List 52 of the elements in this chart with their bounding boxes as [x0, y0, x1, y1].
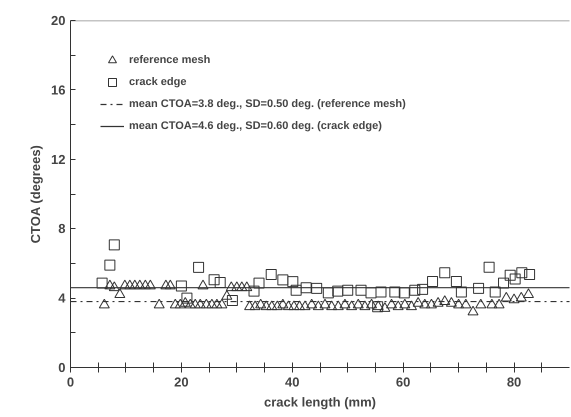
y-tick-label: 12 [51, 152, 66, 167]
y-tick-label: 20 [51, 13, 66, 28]
point [248, 286, 260, 297]
point [266, 269, 277, 280]
legend-label: crack edge [129, 75, 186, 89]
point [108, 239, 120, 250]
point [484, 262, 495, 273]
legend-label: mean CTOA=3.8 deg., SD=0.50 deg. (reference mesh) [129, 97, 406, 111]
point [456, 286, 467, 298]
point [498, 278, 510, 289]
point [277, 274, 288, 286]
y-tick-label: 8 [58, 221, 66, 236]
point [524, 269, 536, 280]
point [504, 270, 516, 281]
point [490, 286, 501, 298]
x-tick-label: 40 [285, 374, 300, 390]
x-tick-label: 20 [174, 374, 189, 390]
point [193, 262, 204, 273]
y-tick-label: 0 [58, 360, 66, 375]
point [510, 274, 521, 285]
point [96, 278, 108, 289]
point [439, 267, 450, 278]
point [473, 282, 484, 294]
legend-label: reference mesh [129, 53, 210, 67]
point [104, 260, 116, 271]
point [208, 274, 220, 286]
point [450, 276, 462, 287]
point [516, 267, 528, 278]
point [287, 276, 298, 288]
y-tick-label: 4 [58, 290, 66, 306]
x-tick-label: 80 [506, 374, 522, 390]
point [322, 287, 334, 298]
point [417, 284, 428, 295]
point [311, 282, 322, 294]
point [398, 287, 410, 298]
point [214, 276, 226, 288]
point [356, 284, 367, 296]
point [176, 280, 187, 292]
x-tick-label: 60 [396, 374, 410, 390]
point [300, 282, 312, 294]
point [254, 278, 265, 289]
point [332, 286, 344, 297]
point [389, 286, 400, 298]
point [427, 276, 438, 287]
y-axis-title: CTOA (degrees) [28, 145, 44, 244]
legend-label: mean CTOA=4.6 deg., SD=0.60 deg. (crack edge) [129, 119, 382, 133]
x-axis-title: crack length (mm) [264, 394, 376, 410]
point [226, 295, 238, 306]
point [409, 284, 420, 296]
point [342, 284, 354, 296]
y-tick-label: 16 [51, 82, 66, 98]
point [290, 284, 302, 296]
